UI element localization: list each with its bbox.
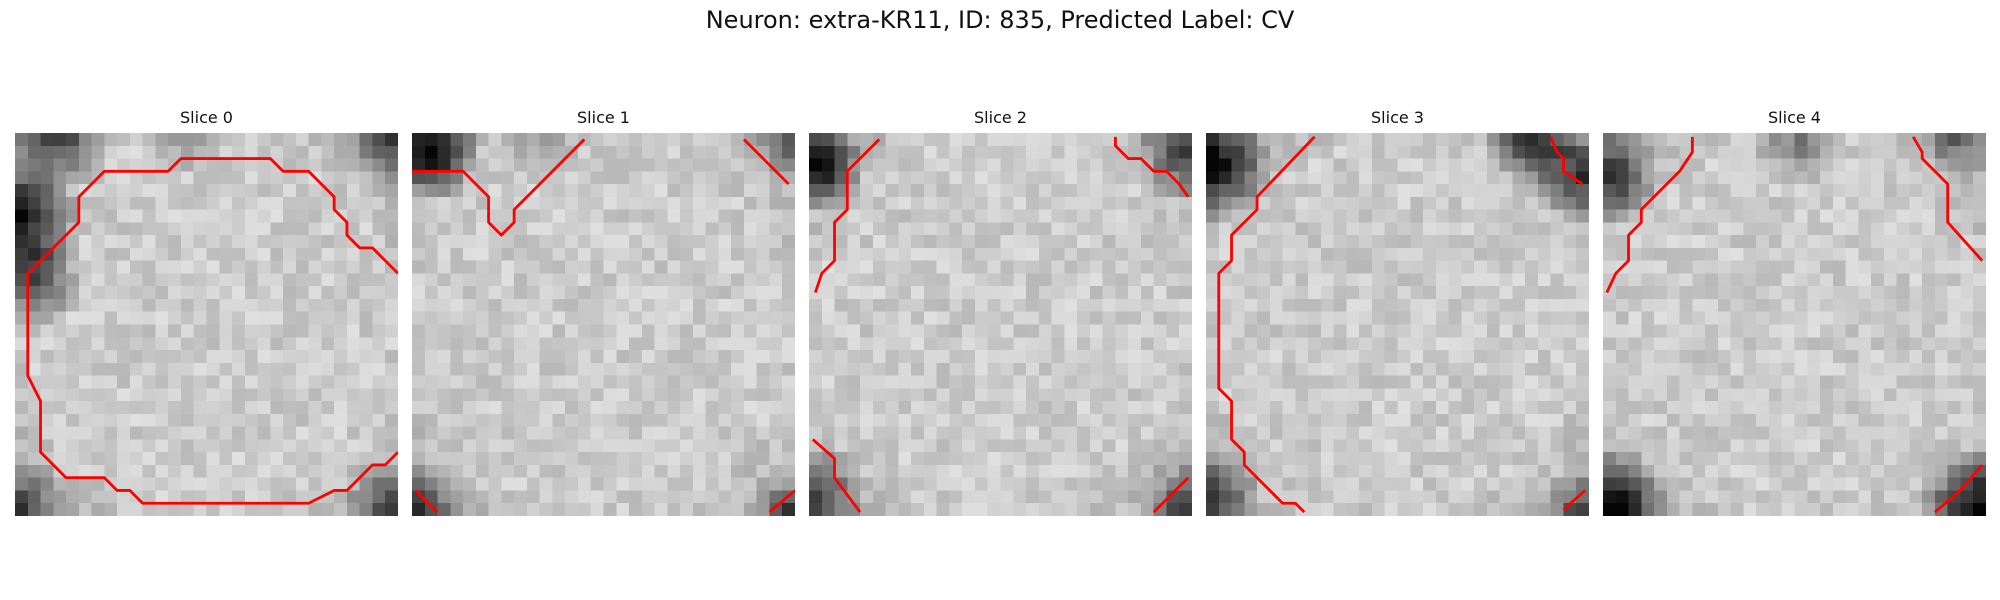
slice-panel-3: Slice 3 xyxy=(1206,108,1589,528)
slice-panels: Slice 0 Slice 1 Slice 2 Slice 3 Slice 4 xyxy=(15,108,1987,528)
contour-line xyxy=(1217,135,1316,514)
contour-line xyxy=(811,438,862,514)
slice-title-1: Slice 1 xyxy=(577,108,630,127)
slice-panel-0: Slice 0 xyxy=(15,108,398,528)
slice-image-1 xyxy=(412,133,795,516)
slice-panel-4: Slice 4 xyxy=(1603,108,1986,528)
contour-line xyxy=(26,169,398,505)
contour-line xyxy=(1562,489,1587,511)
contour-line xyxy=(1605,136,1694,294)
slice-image-4 xyxy=(1603,133,1986,516)
contour-line xyxy=(117,157,398,275)
contour-line xyxy=(1549,136,1584,186)
contour-line xyxy=(742,138,790,186)
slice-panel-1: Slice 1 xyxy=(412,108,795,528)
slice-title-2: Slice 2 xyxy=(974,108,1027,127)
slice-image-3 xyxy=(1206,133,1589,516)
contour-line xyxy=(1912,136,1984,262)
contour-line xyxy=(814,138,881,294)
contour-line xyxy=(1152,476,1190,514)
slice-title-3: Slice 3 xyxy=(1371,108,1424,127)
slice-panel-2: Slice 2 xyxy=(809,108,1192,528)
figure-title: Neuron: extra-KR11, ID: 835, Predicted L… xyxy=(705,6,1295,34)
slice-image-0 xyxy=(15,133,398,516)
slice-title-4: Slice 4 xyxy=(1768,108,1821,127)
contour-line xyxy=(414,489,439,514)
contour-line xyxy=(768,489,795,514)
contour-line xyxy=(1113,136,1190,198)
contour-line xyxy=(412,138,586,237)
contour-line xyxy=(1934,464,1984,514)
slice-title-0: Slice 0 xyxy=(180,108,233,127)
slice-image-2 xyxy=(809,133,1192,516)
